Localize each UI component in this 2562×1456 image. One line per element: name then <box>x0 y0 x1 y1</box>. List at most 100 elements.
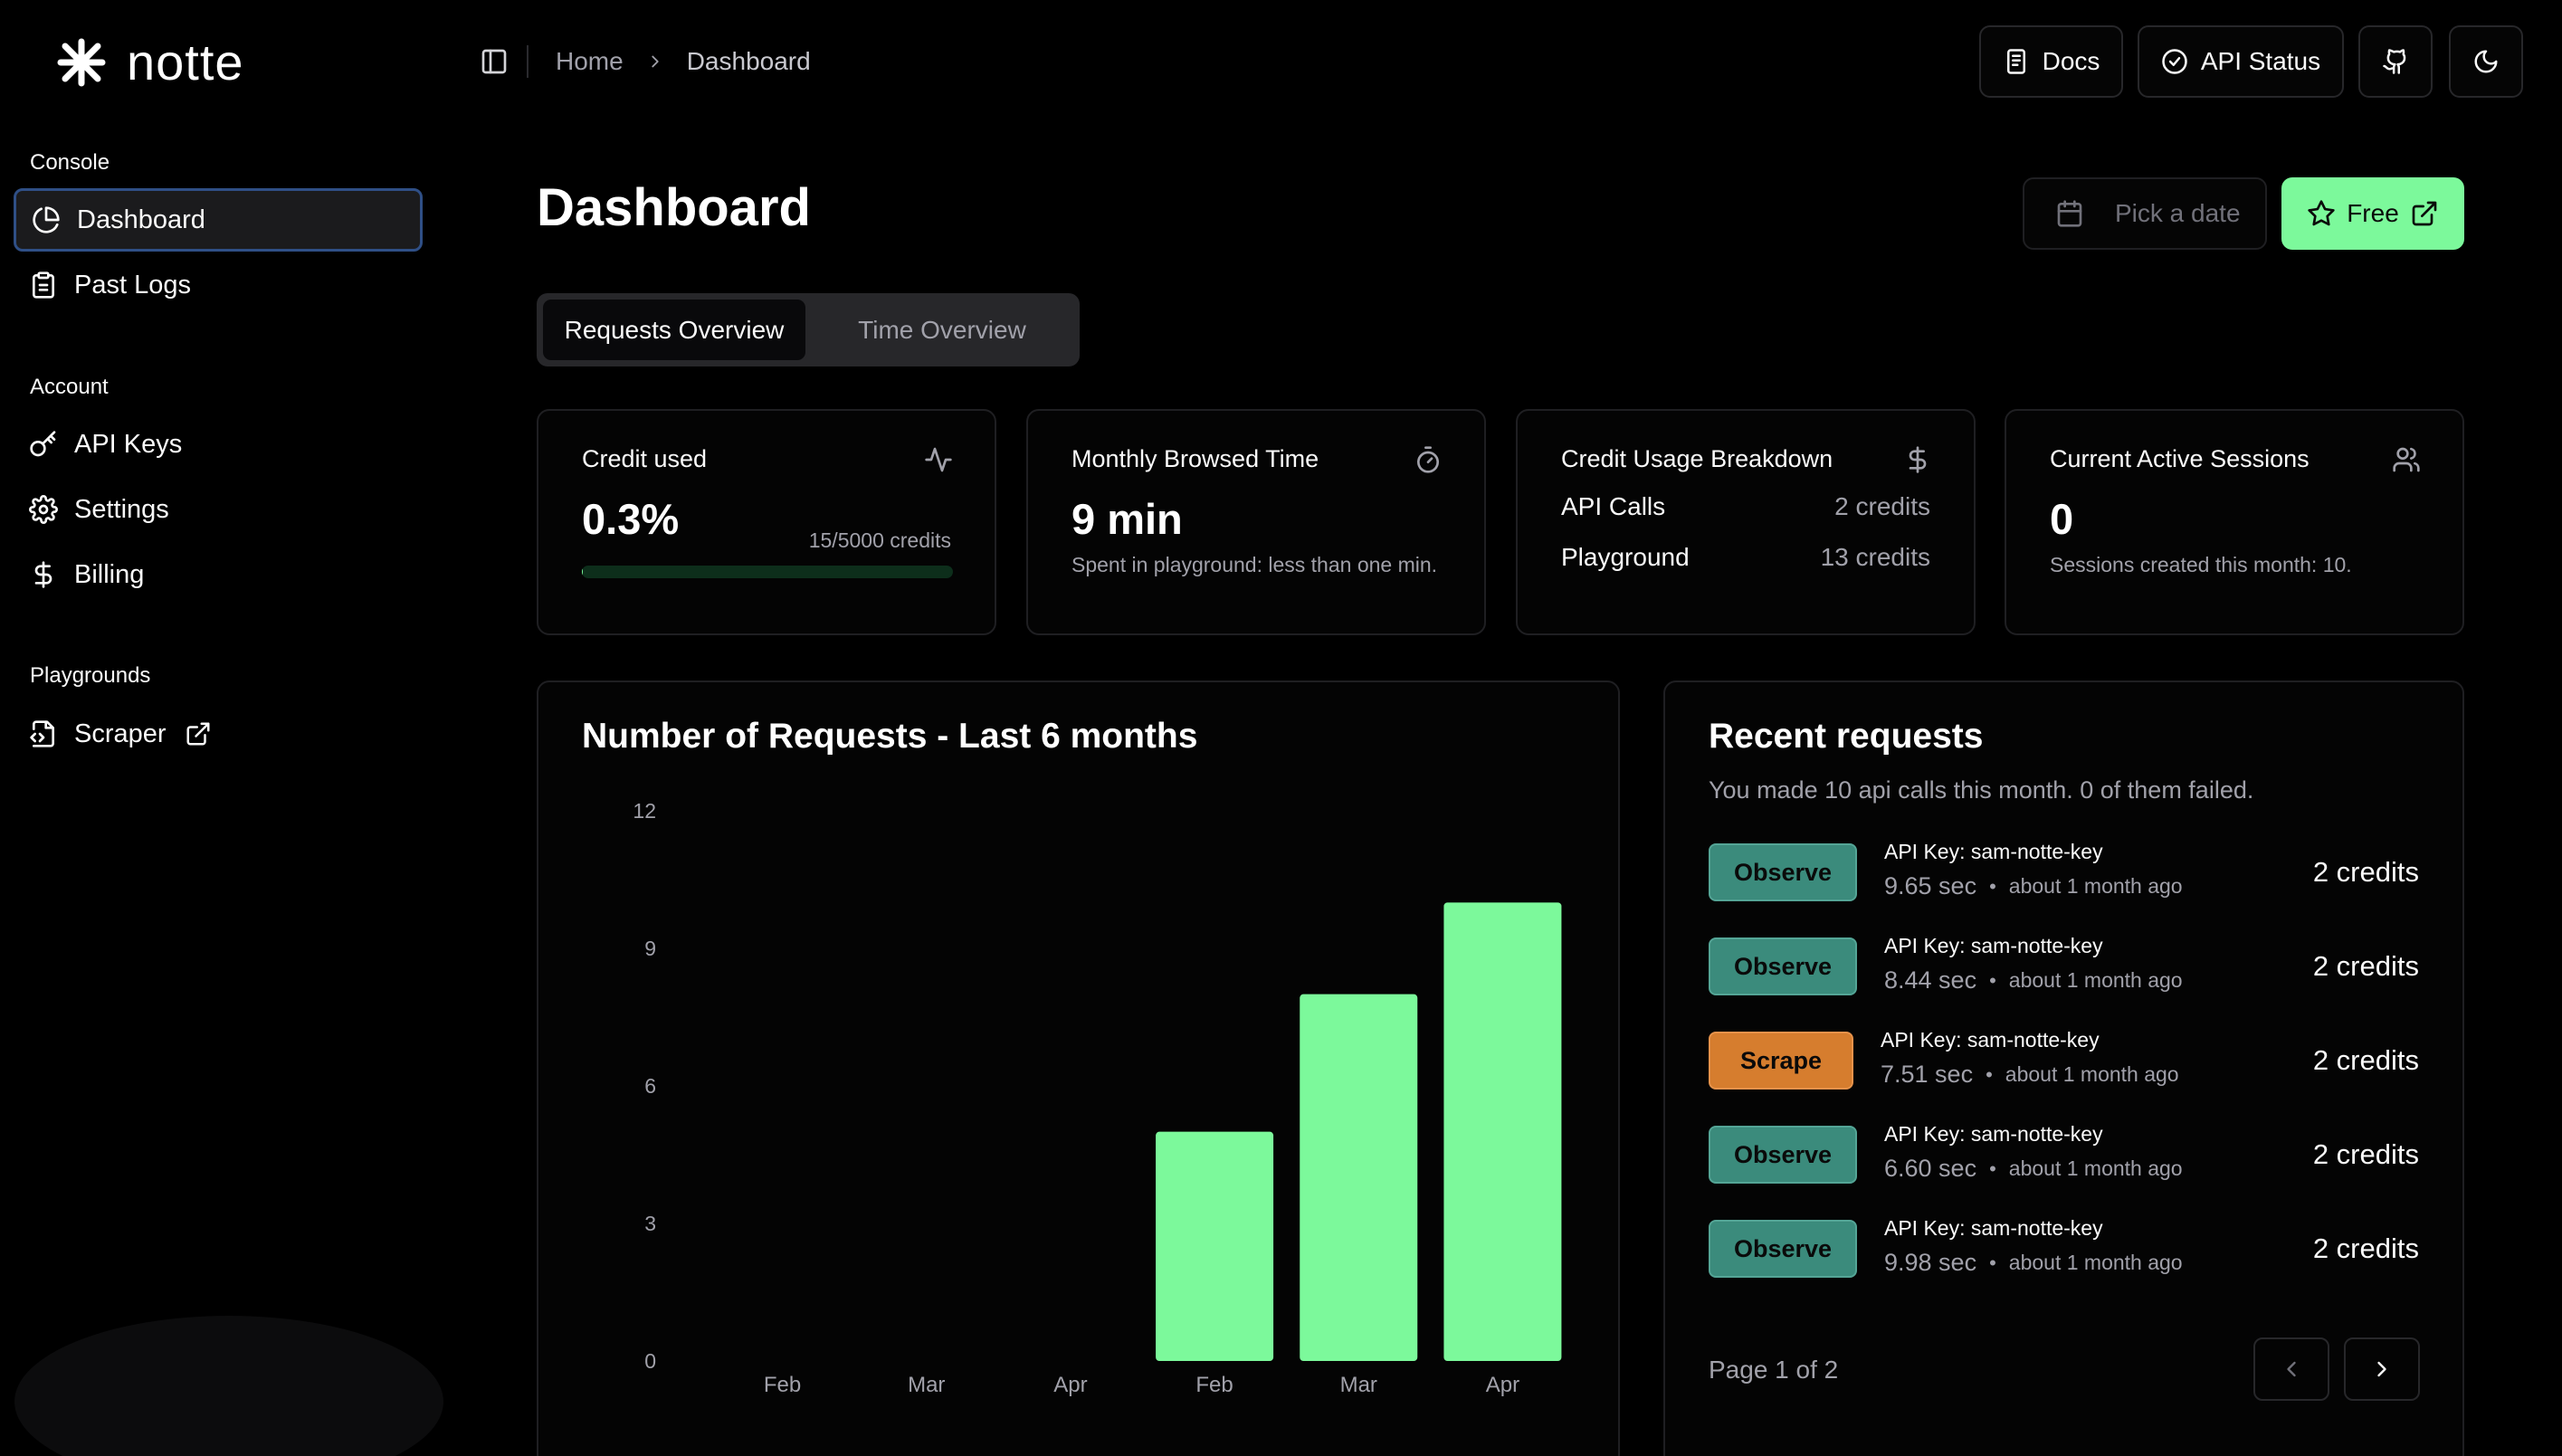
request-duration: 9.65 sec <box>1884 872 1977 899</box>
external-link-icon <box>186 722 210 746</box>
recent-subtitle: You made 10 api calls this month. 0 of t… <box>1709 776 2254 804</box>
github-icon <box>2383 49 2406 74</box>
moon-icon <box>2474 50 2498 73</box>
y-tick-label: 6 <box>644 1074 656 1098</box>
credit-progress-fill <box>582 566 584 578</box>
request-credits: 2 credits <box>2312 1138 2419 1170</box>
request-credits: 2 credits <box>2312 1044 2419 1076</box>
page-info: Page 1 of 2 <box>1709 1356 1839 1384</box>
prev-page-button[interactable] <box>2253 1337 2329 1401</box>
recent-title: Recent requests <box>1709 717 1984 756</box>
chart-bar[interactable] <box>1156 1131 1274 1361</box>
active-sessions-sub: Sessions created this month: 10. <box>2050 553 2352 576</box>
calendar-icon <box>2057 200 2082 227</box>
browsed-time-value: 9 min <box>1071 495 1183 543</box>
request-type-badge: Observe <box>1709 1126 1857 1184</box>
chart-bar[interactable] <box>1300 994 1418 1361</box>
x-tick-label: Feb <box>764 1373 801 1397</box>
date-picker-button[interactable]: Pick a date <box>2023 177 2267 250</box>
sidebar-item-label: Dashboard <box>77 205 205 234</box>
chevron-left-icon <box>2287 1361 2296 1377</box>
page-title: Dashboard <box>537 178 811 237</box>
sidebar-item-api-keys[interactable]: API Keys <box>14 413 423 476</box>
active-sessions-card: Current Active Sessions 0 Sessions creat… <box>2005 409 2464 635</box>
chart-bar[interactable] <box>1443 902 1562 1361</box>
credit-used-value: 0.3% <box>582 495 680 543</box>
sidebar-item-scraper[interactable]: Scraper <box>14 702 423 766</box>
browsed-time-card: Monthly Browsed Time 9 min Spent in play… <box>1026 409 1486 635</box>
x-tick-label: Mar <box>908 1373 945 1397</box>
breakdown-row: Playground 13 credits <box>1561 543 1930 572</box>
request-api-key: API Key: sam-notte-key <box>1884 840 2103 863</box>
breakdown-value: 13 credits <box>1820 543 1930 571</box>
docs-button[interactable]: Docs <box>1979 25 2123 98</box>
chevron-right-icon <box>2377 1361 2386 1377</box>
request-row[interactable]: Observe API Key: sam-notte-key 8.44 sec • ab… <box>1709 934 2419 995</box>
plan-label: Free <box>2347 199 2399 227</box>
dollar-icon <box>1909 446 1927 473</box>
credit-progress-bar <box>582 566 953 578</box>
breakdown-label: Playground <box>1561 543 1690 571</box>
card-title: Credit Usage Breakdown <box>1561 445 1833 472</box>
request-row[interactable]: Scrape API Key: sam-notte-key 7.51 sec • abo… <box>1709 1028 2419 1090</box>
recent-requests-panel: Recent requests You made 10 api calls th… <box>1663 680 2464 1456</box>
request-row[interactable]: Observe API Key: sam-notte-key 9.98 sec • ab… <box>1709 1216 2419 1278</box>
breakdown-label: API Calls <box>1561 492 1666 520</box>
next-page-button[interactable] <box>2344 1337 2420 1401</box>
request-duration: 7.51 sec <box>1881 1061 1974 1088</box>
x-tick-label: Apr <box>1486 1373 1519 1397</box>
request-row[interactable]: Observe API Key: sam-notte-key 6.60 sec • ab… <box>1709 1122 2419 1184</box>
breakdown-value: 2 credits <box>1834 492 1930 520</box>
request-credits: 2 credits <box>2312 1232 2419 1264</box>
breadcrumb-current: Dashboard <box>686 47 811 75</box>
x-tick-label: Apr <box>1053 1373 1087 1397</box>
request-api-key: API Key: sam-notte-key <box>1884 1216 2103 1240</box>
sidebar-item-past-logs[interactable]: Past Logs <box>14 253 423 317</box>
separator-dot: • <box>1989 874 1996 898</box>
breadcrumb: Home Dashboard <box>556 47 811 76</box>
credits-count: 15/5000 credits <box>808 528 951 552</box>
sidebar-item-dashboard[interactable]: Dashboard <box>14 188 423 252</box>
sidebar-item-label: Settings <box>74 494 169 524</box>
sidebar-toggle-icon[interactable] <box>480 47 509 76</box>
file-code-icon <box>30 720 54 747</box>
tab-time-overview[interactable]: Time Overview <box>858 315 1026 344</box>
request-api-key: API Key: sam-notte-key <box>1884 1122 2103 1146</box>
dollar-icon <box>34 561 52 588</box>
requests-chart-panel: Number of Requests - Last 6 months 0 3 6 9 1… <box>537 680 1620 1456</box>
request-time-ago: about 1 month ago <box>2008 874 2183 898</box>
activity-icon <box>925 447 952 472</box>
github-button[interactable] <box>2358 25 2433 98</box>
sidebar-section-account: Account <box>30 375 109 399</box>
requests-bar-chart: 0 3 6 9 12 Feb Mar Apr Feb Mar Apr <box>633 799 1562 1397</box>
sidebar-item-billing[interactable]: Billing <box>14 543 423 606</box>
credit-used-card: Credit used 0.3% 15/5000 credits <box>537 409 996 635</box>
gear-icon <box>29 495 58 524</box>
request-duration: 6.60 sec <box>1884 1155 1977 1182</box>
sidebar-item-settings[interactable]: Settings <box>14 478 423 541</box>
card-title: Monthly Browsed Time <box>1071 445 1319 472</box>
tab-requests-overview[interactable]: Requests Overview <box>543 300 805 360</box>
chevron-right-icon <box>652 55 659 68</box>
docs-label: Docs <box>2042 47 2100 75</box>
user-menu-blob[interactable] <box>14 1316 443 1456</box>
breadcrumb-home[interactable]: Home <box>556 47 624 75</box>
api-status-button[interactable]: API Status <box>2138 25 2344 98</box>
y-tick-label: 3 <box>644 1212 656 1235</box>
request-meta: 9.65 sec • about 1 month ago <box>1884 872 2183 900</box>
date-placeholder: Pick a date <box>2115 199 2241 227</box>
theme-toggle-button[interactable] <box>2449 25 2523 98</box>
check-circle-icon <box>2162 49 2187 74</box>
plan-button[interactable]: Free <box>2281 177 2464 250</box>
request-meta: 9.98 sec • about 1 month ago <box>1884 1249 2183 1277</box>
sidebar-item-label: Scraper <box>74 718 167 748</box>
brand-logo[interactable]: notte <box>56 33 244 91</box>
browsed-time-sub: Spent in playground: less than one min. <box>1071 553 1438 576</box>
request-time-ago: about 1 month ago <box>2008 1156 2183 1180</box>
sidebar-item-label: Past Logs <box>74 270 191 300</box>
request-row[interactable]: Observe API Key: sam-notte-key 9.65 sec • ab… <box>1709 840 2419 901</box>
request-type-badge: Observe <box>1709 843 1857 901</box>
sidebar-item-label: API Keys <box>74 429 183 459</box>
y-tick-label: 12 <box>633 799 656 823</box>
request-type-badge: Observe <box>1709 1220 1857 1278</box>
